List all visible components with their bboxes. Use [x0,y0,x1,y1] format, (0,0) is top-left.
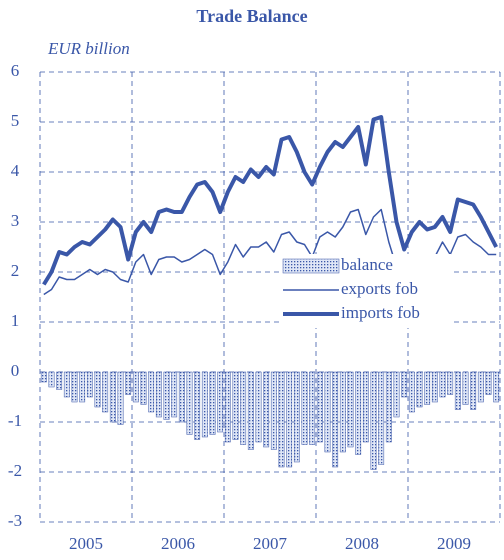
bar [209,371,216,435]
bar [424,371,431,405]
bar [171,371,178,418]
bar [278,371,285,468]
bar [439,371,446,398]
bar [431,371,438,403]
bar [79,371,86,403]
bar [40,371,47,383]
bar [447,371,454,395]
bar [355,371,362,455]
bar [270,371,277,450]
bar [247,371,254,450]
bar [493,371,500,403]
bar [408,371,415,413]
bar [255,371,262,443]
bar [301,371,308,445]
bar [63,371,70,398]
bar [132,371,139,403]
bar [125,371,132,395]
bar [117,371,124,425]
bar [378,371,385,465]
bar [385,371,392,443]
bar [393,371,400,418]
bar [401,371,408,398]
bar [94,371,101,408]
y-tick-label: 0 [11,361,20,380]
bar [362,371,369,443]
bar [477,371,484,403]
x-tick-label: 2005 [69,534,103,553]
y-tick-label: -3 [8,511,22,530]
y-tick-label: 1 [11,311,20,330]
bar [263,371,270,448]
y-tick-label: -1 [8,411,22,430]
bar [56,371,63,390]
y-axis-label: EUR billion [47,39,130,58]
x-tick-label: 2006 [161,534,195,553]
bar [462,371,469,405]
y-tick-label: 2 [11,261,20,280]
legend-label: imports fob [341,303,420,322]
bar [186,371,193,435]
bar [140,371,147,405]
bar [316,371,323,443]
bar [286,371,293,468]
bar [155,371,162,418]
bar [148,371,155,413]
bar [293,371,300,463]
bar [71,371,78,403]
bar [178,371,185,423]
bar [102,371,109,413]
bar [86,371,93,398]
legend-label: exports fob [341,279,418,298]
chart-title: Trade Balance [196,6,307,26]
y-tick-label: 6 [11,61,20,80]
bar [485,371,492,395]
line [42,115,498,286]
y-tick-label: -2 [8,461,22,480]
bar [309,371,316,445]
bar [332,371,339,468]
bar [224,371,231,443]
bar [194,371,201,440]
y-tick-label: 4 [11,161,20,180]
x-tick-label: 2008 [345,534,379,553]
bar [201,371,208,438]
bar [240,371,247,445]
bar [470,371,477,410]
bar [347,371,354,448]
bar [454,371,461,410]
bar [324,371,331,453]
bar [416,371,423,408]
y-tick-label: 3 [11,211,20,230]
bar [48,371,55,388]
bar [232,371,239,440]
legend-swatch [282,258,340,274]
x-tick-label: 2009 [437,534,471,553]
bar [109,371,116,423]
legend-label: balance [341,255,393,274]
x-tick-label: 2007 [253,534,288,553]
bar [217,371,224,433]
bar [163,371,170,420]
y-tick-label: 5 [11,111,20,130]
bar [339,371,346,453]
bar [370,371,377,470]
